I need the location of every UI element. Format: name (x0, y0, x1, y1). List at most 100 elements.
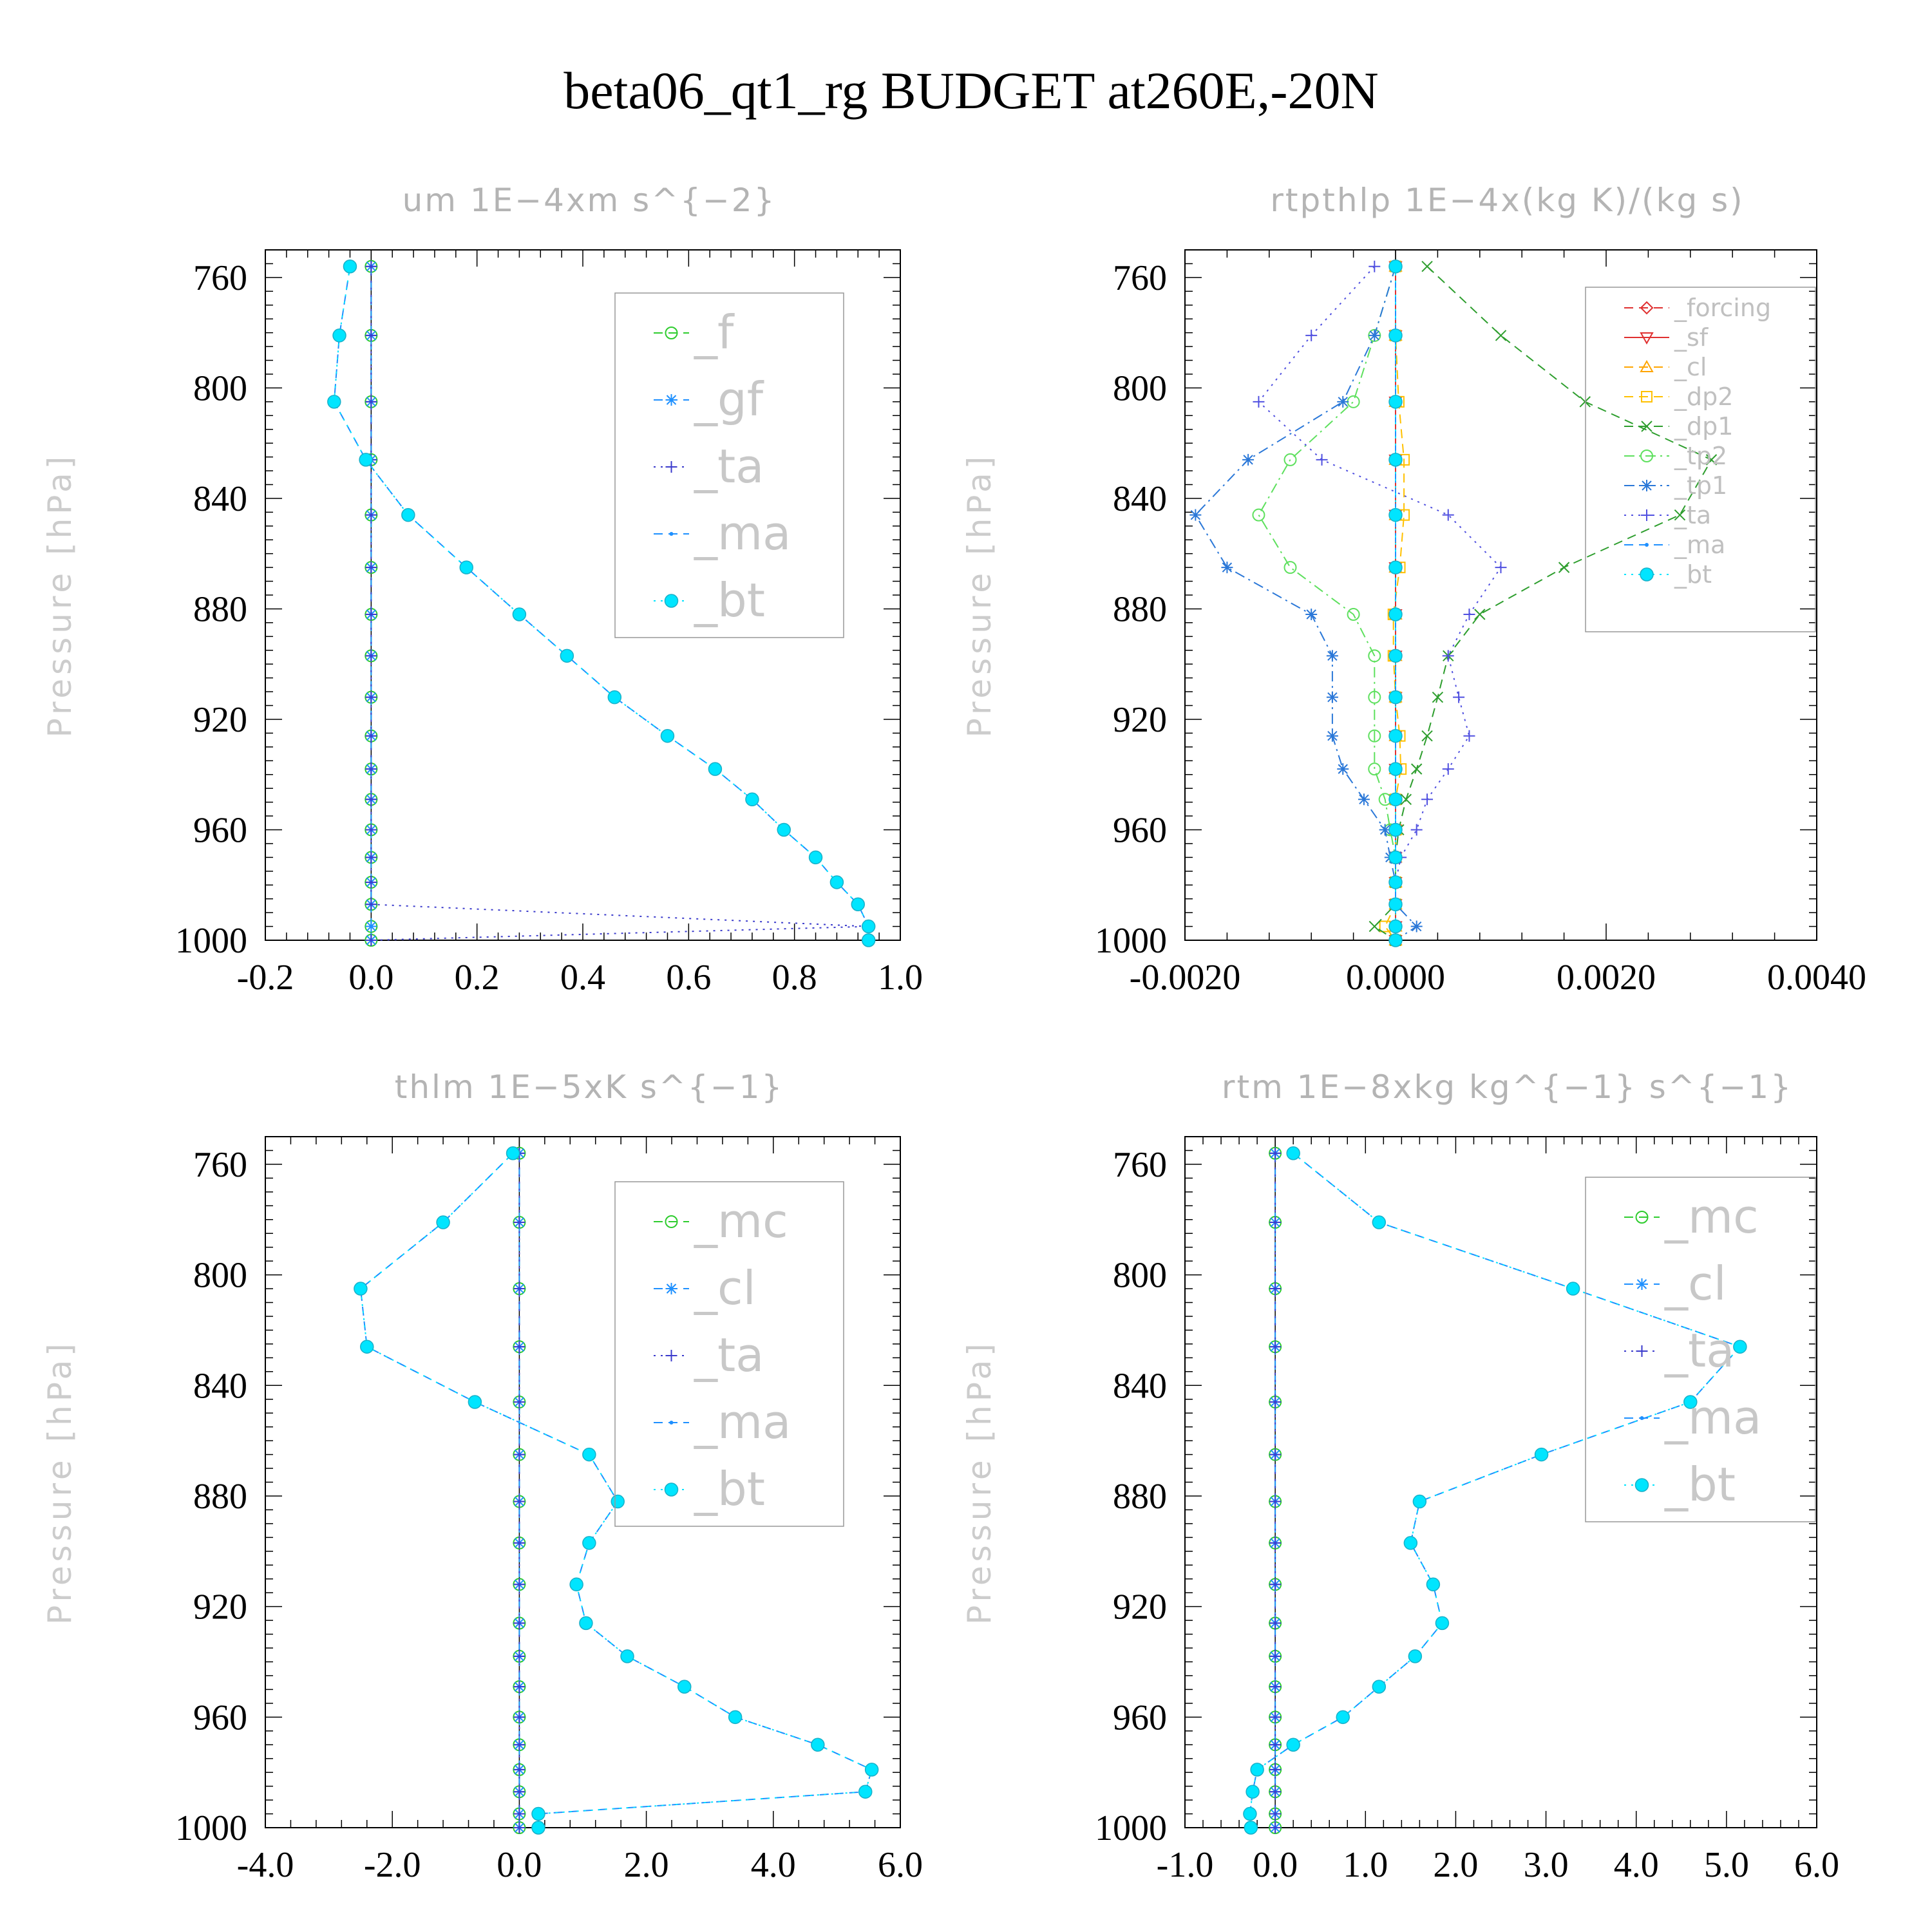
data-point (607, 690, 622, 705)
minor-ticks (1184, 249, 1817, 941)
y-tick-label: 920 (193, 1587, 247, 1627)
data-point (1453, 691, 1465, 703)
data-point (365, 562, 377, 574)
data-point (468, 1395, 482, 1409)
x-tick-label: 3.0 (1524, 1845, 1569, 1885)
series-line (1195, 266, 1418, 941)
legend-marker (665, 327, 678, 339)
data-point (728, 1710, 743, 1725)
series-tp1 (1189, 260, 1423, 946)
legend-item: _sf (1624, 323, 1709, 352)
legend-item: _dp1 (1624, 412, 1733, 440)
legend-label: _cl (694, 1261, 756, 1315)
data-point (1388, 875, 1403, 889)
legend-item: _ta (1624, 1323, 1734, 1378)
data-point (513, 1448, 526, 1461)
x-tick-label: 0.0020 (1557, 958, 1656, 998)
y-tick-label: 760 (193, 258, 247, 298)
data-point (1337, 395, 1349, 408)
data-point (1388, 728, 1403, 743)
series-ta (513, 1147, 526, 1833)
legend-label: _cl (1674, 353, 1707, 381)
legend-label: _ta (1664, 1323, 1734, 1378)
data-point (513, 1650, 526, 1662)
data-point (365, 824, 377, 836)
data-point (1442, 763, 1454, 775)
legend-item: _bt (654, 1462, 765, 1516)
data-point (365, 920, 377, 933)
data-point (365, 793, 377, 806)
series-bt (1388, 259, 1403, 947)
y-tick-label: 960 (1113, 810, 1167, 850)
data-point (1388, 328, 1403, 343)
data-point (365, 650, 377, 662)
x-tick-label: -2.0 (364, 1845, 421, 1885)
data-point (1269, 1578, 1282, 1591)
data-point (343, 259, 357, 274)
y-tick-label: 760 (1113, 258, 1167, 298)
data-point (1347, 608, 1360, 621)
legend-marker (669, 1421, 674, 1425)
data-point (513, 1739, 526, 1751)
x-tick-label: 1.0 (1343, 1845, 1388, 1885)
data-point (1368, 690, 1381, 704)
data-point (365, 329, 377, 341)
legend-item: _ma (654, 1395, 791, 1449)
data-point (506, 1146, 520, 1160)
legend-label: _ma (694, 506, 791, 560)
data-point (365, 763, 377, 775)
legend: _mc _cl _ta _ma _bt (614, 1181, 844, 1527)
x-tick-label: 0.6 (666, 958, 711, 998)
panel-title: rtm 1E−8xkg kg^{−1} s^{−1} (1222, 1068, 1793, 1106)
legend-label: _forcing (1674, 294, 1771, 322)
data-point (1269, 1739, 1282, 1751)
data-point (1368, 762, 1381, 776)
plot-frame (265, 1136, 901, 1828)
legend-item: _ta (1624, 501, 1711, 529)
data-point (1269, 1786, 1282, 1798)
data-point (1388, 259, 1403, 274)
data-point (620, 1649, 634, 1663)
legend-marker (665, 1215, 678, 1228)
data-point (1253, 395, 1265, 408)
data-point (1269, 1396, 1282, 1408)
data-point (365, 509, 377, 521)
data-point (513, 1822, 526, 1833)
legend-item: _mc (1624, 1189, 1759, 1244)
data-point (861, 933, 876, 947)
data-point (513, 1681, 526, 1693)
data-point (1733, 1340, 1747, 1354)
data-point (513, 1217, 526, 1229)
data-point (1326, 650, 1338, 662)
y-tick-label: 760 (1113, 1145, 1167, 1185)
series-dp1 (1368, 261, 1718, 946)
legend-item: _bt (654, 573, 765, 627)
data-point (1463, 730, 1475, 742)
y-axis-label: Pressure [hPa] (961, 1340, 998, 1625)
data-point (513, 1786, 526, 1798)
legend-marker (664, 594, 679, 608)
legend-item: _bt (1624, 1457, 1736, 1511)
data-point (811, 1738, 825, 1752)
legend-label: _dp2 (1674, 383, 1733, 411)
data-point (1372, 1680, 1387, 1694)
data-point (365, 876, 377, 888)
data-point (1269, 1681, 1282, 1693)
panel-2: rtpthlp 1E−4x(kg K)/(kg s) Pressure [hPa]… (961, 182, 1866, 998)
x-tick-label: 0.0 (1253, 1845, 1298, 1885)
series-bt (327, 259, 876, 947)
figure-title: beta06_qt1_rg BUDGET at260E,-20N (564, 61, 1379, 120)
x-tick-label: 2.0 (624, 1845, 669, 1885)
data-point (1421, 793, 1434, 806)
data-point (1474, 609, 1486, 620)
legend-marker (1645, 543, 1649, 547)
legend-item: _gf (654, 372, 764, 426)
data-point (1426, 1577, 1441, 1592)
data-point (1403, 1536, 1418, 1550)
data-point (1243, 1806, 1257, 1821)
data-point (1421, 730, 1433, 742)
data-point (513, 1711, 526, 1723)
data-point (1463, 609, 1475, 621)
data-point (1326, 691, 1338, 703)
data-point (1286, 1146, 1300, 1160)
